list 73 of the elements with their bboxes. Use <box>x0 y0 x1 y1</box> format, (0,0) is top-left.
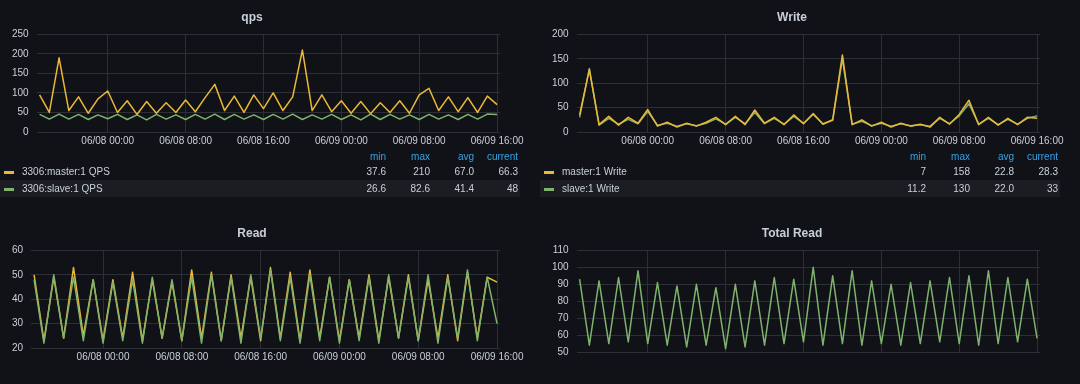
x-tick-label: 06/09 00:00 <box>314 134 369 146</box>
x-tick-label: 06/09 08:00 <box>932 134 987 146</box>
text: 67.0 <box>454 166 474 177</box>
text: 48 <box>506 183 518 194</box>
text: 158 <box>953 166 970 177</box>
y-tick-label: 110 <box>552 243 570 255</box>
x-tick-label: 06/08 16:00 <box>237 134 291 146</box>
y-tick-label: 50 <box>17 106 30 118</box>
y-tick-label: 60 <box>12 243 24 255</box>
x-tick-label: 06/08 08:00 <box>159 134 213 146</box>
text: 11.2 <box>907 183 926 194</box>
x-tick-label: 06/09 16:00 <box>1010 134 1064 146</box>
text: max <box>411 151 430 162</box>
y-tick-label: 50 <box>12 268 24 280</box>
text: 33 <box>1046 183 1058 194</box>
legend-label: 3306:slave:1 QPS <box>22 183 103 194</box>
text: avg <box>457 151 474 162</box>
text: max <box>951 151 970 162</box>
y-tick-label: 80 <box>557 294 570 306</box>
y-tick-label: 90 <box>557 277 570 289</box>
text: 130 <box>953 183 970 194</box>
chart-title: Read <box>237 225 267 240</box>
x-tick-label: 06/08 00:00 <box>621 134 675 146</box>
chart-title: Total Read <box>761 225 823 240</box>
text: 41.4 <box>454 183 474 194</box>
y-tick-label: 100 <box>552 260 570 272</box>
text: min <box>369 151 386 162</box>
text: 22.0 <box>994 183 1014 194</box>
x-tick-label: 06/09 16:00 <box>470 350 524 362</box>
x-tick-label: 06/08 16:00 <box>777 134 831 146</box>
text: 22.8 <box>994 166 1014 177</box>
text: 210 <box>413 166 430 177</box>
y-tick-label: 60 <box>557 328 570 340</box>
x-tick-label: 06/08 00:00 <box>81 134 135 146</box>
x-tick-label: 06/08 08:00 <box>699 134 753 146</box>
legend-label: slave:1 Write <box>562 183 620 194</box>
y-tick-label: 20 <box>12 341 24 353</box>
y-tick-label: 40 <box>12 292 24 304</box>
text: current <box>1026 151 1058 162</box>
x-tick-label: 06/08 08:00 <box>155 350 209 362</box>
y-tick-label: 30 <box>12 316 24 328</box>
y-tick-label: 100 <box>552 76 570 88</box>
x-tick-label: 06/09 16:00 <box>470 134 524 146</box>
x-tick-label: 06/09 08:00 <box>391 350 446 362</box>
y-tick-label: 250 <box>12 28 30 40</box>
x-tick-label: 06/08 00:00 <box>76 350 130 362</box>
chart-title: qps <box>241 9 263 24</box>
text: min <box>909 151 926 162</box>
text: current <box>486 151 518 162</box>
text: 28.3 <box>1038 166 1058 177</box>
y-tick-label: 200 <box>552 28 570 40</box>
text: 82.6 <box>410 183 430 194</box>
x-tick-label: 06/08 16:00 <box>234 350 288 362</box>
x-tick-label: 06/09 00:00 <box>313 350 367 362</box>
y-tick-label: 150 <box>552 52 570 64</box>
legend-label: master:1 Write <box>562 166 627 177</box>
x-tick-label: 06/09 08:00 <box>392 134 447 146</box>
y-tick-label: 200 <box>12 47 30 59</box>
y-tick-label: 70 <box>557 311 570 323</box>
text: avg <box>997 151 1014 162</box>
y-tick-label: 0 <box>23 125 30 137</box>
text: 7 <box>920 166 926 177</box>
text: 37.6 <box>366 166 386 177</box>
y-tick-label: 0 <box>563 125 570 137</box>
x-tick-label: 06/09 00:00 <box>854 134 909 146</box>
y-tick-label: 50 <box>557 345 570 357</box>
y-tick-label: 100 <box>12 86 30 98</box>
text: 66.3 <box>498 166 518 177</box>
chart-title: Write <box>777 9 808 24</box>
legend-label: 3306:master:1 QPS <box>22 166 110 177</box>
y-tick-label: 50 <box>557 101 570 113</box>
y-tick-label: 150 <box>12 67 30 79</box>
text: 26.6 <box>366 183 386 194</box>
